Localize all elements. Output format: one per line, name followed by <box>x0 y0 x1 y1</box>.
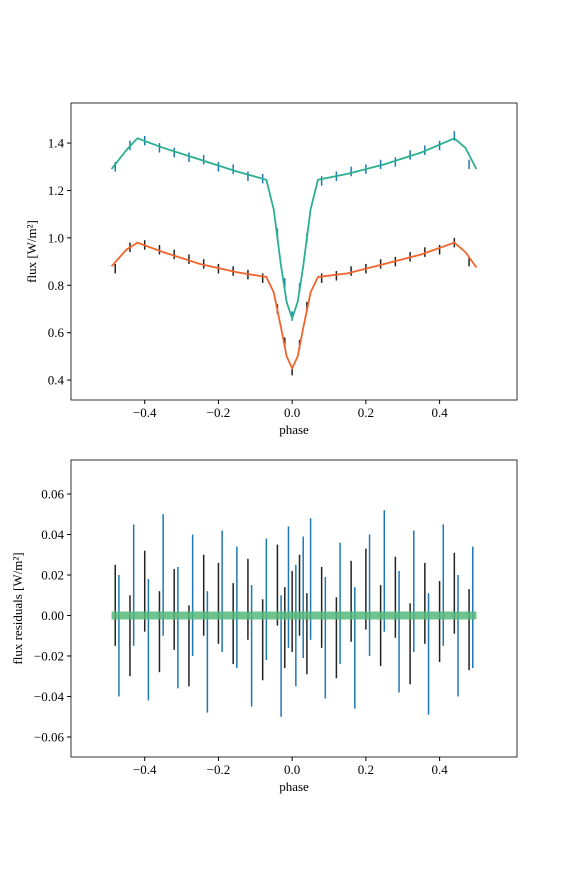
y-tick-label: 0.8 <box>48 278 64 293</box>
x-tick-label: 0.2 <box>358 405 374 420</box>
x-tick-label: 0.2 <box>358 762 374 777</box>
x-tick-label: −0.4 <box>133 405 157 420</box>
y-tick-label: 0.02 <box>41 567 64 582</box>
x-axis-label: phase <box>279 422 309 437</box>
y-tick-label: 0.06 <box>41 487 64 502</box>
x-tick-label: −0.2 <box>207 405 231 420</box>
x-tick-label: −0.2 <box>207 762 231 777</box>
model-line <box>110 137 478 322</box>
y-tick-label: 0.00 <box>41 608 64 623</box>
y-tick-label: 1.0 <box>48 230 64 245</box>
x-tick-label: 0.0 <box>284 762 300 777</box>
x-axis-label: phase <box>279 779 309 794</box>
y-tick-label: 0.6 <box>48 325 65 340</box>
y-tick-label: 1.2 <box>48 183 64 198</box>
y-tick-label: 1.4 <box>48 136 65 151</box>
y-tick-label: −0.02 <box>34 648 64 663</box>
x-tick-label: 0.4 <box>431 405 448 420</box>
y-tick-label: 0.04 <box>41 527 64 542</box>
axes-frame <box>70 102 518 401</box>
y-axis-label: flux [W/m²] <box>24 220 39 283</box>
axes-frame <box>70 459 518 758</box>
x-tick-label: 0.0 <box>284 405 300 420</box>
x-tick-label: 0.4 <box>431 762 448 777</box>
model-line <box>110 241 478 371</box>
y-tick-label: −0.04 <box>34 689 65 704</box>
y-axis-label: flux residuals [W/m²] <box>10 552 25 664</box>
x-tick-label: −0.4 <box>133 762 157 777</box>
y-tick-label: 0.4 <box>48 373 65 388</box>
y-tick-label: −0.06 <box>34 729 65 744</box>
